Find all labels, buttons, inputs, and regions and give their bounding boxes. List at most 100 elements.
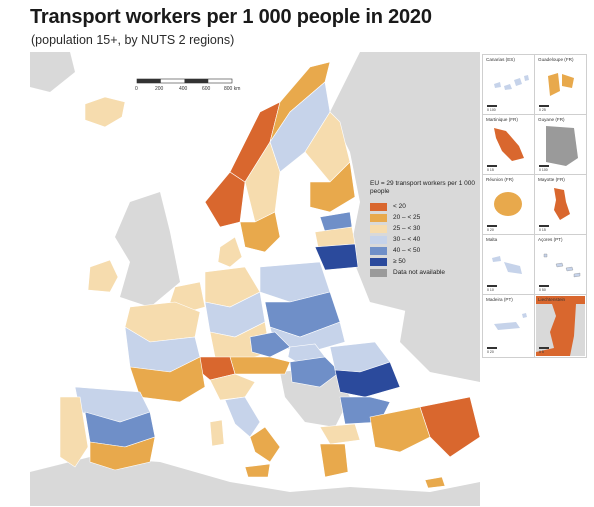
inset-scale: 0 20 (487, 350, 494, 354)
scale-tick-600: 600 (202, 86, 211, 92)
legend-swatch (370, 202, 387, 211)
page-title: Transport workers per 1 000 people in 20… (30, 6, 432, 28)
inset-label: Réunion (FR) (486, 177, 514, 182)
greenland-land (30, 52, 75, 92)
legend-label: < 20 (393, 203, 406, 210)
legend-title: EU = 29 transport workers per 1 000 peop… (370, 180, 475, 195)
inset-malta: Malta 0 10 (482, 234, 535, 295)
region-iceland (84, 96, 126, 128)
inset-label: Canarias (ES) (486, 57, 515, 62)
legend-item: 25 – < 30 (370, 223, 480, 234)
inset-label: Mayotte (FR) (538, 177, 565, 182)
inset-acores-svg: 0 50 (539, 253, 581, 292)
russia-land (330, 52, 480, 352)
inset-label: Guyane (FR) (538, 117, 565, 122)
europe-map: 0 200 400 600 800 km (30, 52, 480, 506)
inset-label: Liechtenstein (538, 297, 566, 302)
inset-canarias-svg: 0 100 (487, 75, 529, 112)
region-denmark (217, 236, 243, 268)
region-sweden-south (239, 211, 281, 253)
legend-item: Data not available (370, 267, 480, 278)
region-cyprus (424, 476, 446, 489)
inset-scale: 0 15 (539, 228, 546, 232)
region-sardinia (209, 419, 225, 447)
region-romania-south (334, 361, 401, 398)
inset-reunion-svg: 0 20 (487, 192, 522, 232)
region-sicily (244, 463, 271, 478)
legend-swatch (370, 268, 387, 277)
inset-reunion: Réunion (FR) 0 20 (482, 174, 535, 235)
region-norway-south (204, 171, 246, 228)
region-italy-mid (224, 396, 261, 438)
inset-acores: Açores (PT) 0 50 (534, 234, 587, 295)
inset-liechtenstein: Liechtenstein 0 5 (534, 294, 587, 358)
inset-mayotte-svg: 0 15 (539, 188, 570, 232)
legend-label: 40 – < 50 (393, 247, 421, 254)
inset-mayotte: Mayotte (FR) 0 15 (534, 174, 587, 235)
legend-item: ≥ 50 (370, 256, 480, 267)
scale-tick-800: 800 km (224, 86, 240, 92)
region-greece-south (319, 443, 349, 478)
inset-scale: 0 100 (487, 108, 496, 112)
inset-label: Açores (PT) (538, 237, 563, 242)
map-svg: 0 200 400 600 800 km (30, 52, 480, 506)
legend-swatch (370, 257, 387, 266)
inset-guyane-svg: 0 100 (539, 126, 578, 172)
inset-liechtenstein-svg: 0 5 (536, 304, 585, 356)
inset-martinique: Martinique (FR) 0 15 (482, 114, 535, 175)
inset-madeira: Madeira (PT) 0 20 (482, 294, 535, 358)
inset-scale: 0 15 (487, 168, 494, 172)
legend-item: 30 – < 40 (370, 234, 480, 245)
legend-swatch (370, 235, 387, 244)
legend-item: 20 – < 25 (370, 212, 480, 223)
region-finland-north (304, 111, 351, 183)
legend-swatch (370, 224, 387, 233)
inset-madeira-svg: 0 20 (487, 313, 527, 354)
region-italy-south (249, 426, 281, 463)
region-hungary (289, 356, 341, 388)
legend-swatch (370, 246, 387, 255)
inset-guadeloupe: Guadeloupe (FR) 0 25 (534, 54, 587, 115)
legend-label: 20 – < 25 (393, 214, 421, 221)
region-austria (229, 356, 291, 375)
inset-label: Malta (486, 237, 498, 242)
page-subtitle: (population 15+, by NUTS 2 regions) (31, 33, 235, 47)
region-portugal (59, 396, 89, 468)
inset-guadeloupe-svg: 0 25 (539, 73, 574, 112)
region-sweden-mid (244, 141, 281, 223)
scale-tick-400: 400 (179, 86, 188, 92)
region-lithuania (314, 243, 359, 271)
inset-scale: 0 25 (539, 108, 546, 112)
legend-swatch (370, 213, 387, 222)
legend-item: < 20 (370, 201, 480, 212)
africa-land (30, 457, 480, 506)
ukraine-land (400, 282, 480, 382)
inset-scale: 0 100 (539, 168, 548, 172)
inset-canarias: Canarias (ES) 0 100 (482, 54, 535, 115)
legend-label: Data not available (393, 269, 446, 276)
inset-martinique-svg: 0 15 (487, 128, 524, 172)
inset-label: Guadeloupe (FR) (538, 57, 574, 62)
scale-tick-0: 0 (135, 86, 138, 92)
region-turkey-east (419, 396, 480, 458)
scale-tick-200: 200 (155, 86, 164, 92)
inset-label: Martinique (FR) (486, 117, 518, 122)
inset-malta-svg: 0 10 (487, 256, 522, 292)
inset-scale: 0 50 (539, 288, 546, 292)
region-ireland (87, 259, 119, 293)
map-legend: EU = 29 transport workers per 1 000 peop… (370, 180, 480, 278)
scale-bar: 0 200 400 600 800 km (135, 78, 240, 92)
inset-scale: 0 20 (487, 228, 494, 232)
inset-scale: 0 5 (539, 350, 544, 354)
inset-scale: 0 10 (487, 288, 494, 292)
legend-item: 40 – < 50 (370, 245, 480, 256)
inset-label: Madeira (PT) (486, 297, 513, 302)
region-greece-north (319, 423, 361, 445)
region-italy-north (209, 373, 256, 401)
legend-label: ≥ 50 (393, 258, 406, 265)
region-finland-south (309, 161, 356, 213)
region-latvia (314, 226, 356, 248)
legend-label: 25 – < 30 (393, 225, 421, 232)
uk-land (115, 192, 180, 307)
